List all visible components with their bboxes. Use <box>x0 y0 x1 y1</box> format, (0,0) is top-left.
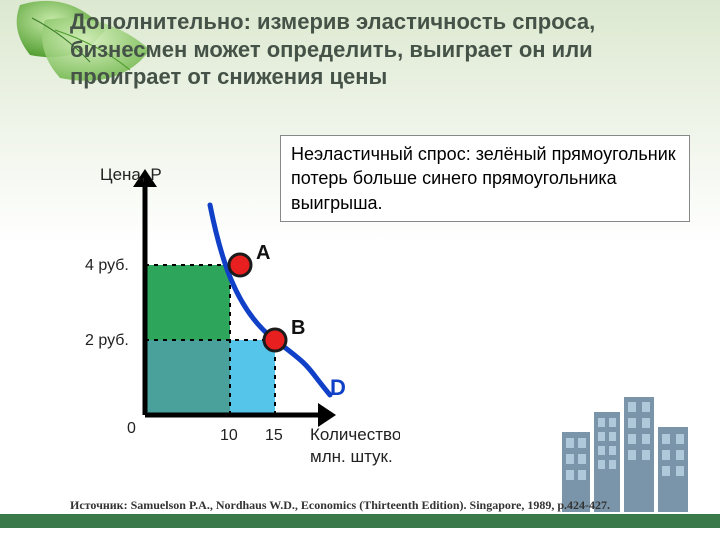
x-axis-label: Количество, Q <box>310 425 400 444</box>
point-label-b: B <box>291 317 305 339</box>
y-tick: 4 руб. <box>85 257 129 274</box>
demand-chart: Цена, P Количество, Q млн. штук. 0 4 руб. 2 р… <box>80 160 400 470</box>
page-title: Дополнительно: измерив эластичность спро… <box>70 8 690 91</box>
x-tick: 10 <box>220 427 238 444</box>
x-tick: 15 <box>265 427 283 444</box>
point-label-a: A <box>256 242 270 264</box>
x-axis-label-2: млн. штук. <box>310 447 393 466</box>
y-axis-label: Цена, P <box>100 165 162 184</box>
buildings-decoration <box>552 382 702 512</box>
curve-d-label: D <box>330 375 346 400</box>
point-a <box>229 254 251 276</box>
point-b <box>264 329 286 351</box>
y-tick: 2 руб. <box>85 332 129 349</box>
footer-band <box>0 514 720 528</box>
source-citation: Источник: Samuelson P.A., Nordhaus W.D.,… <box>70 498 610 513</box>
origin-label: 0 <box>127 420 136 437</box>
